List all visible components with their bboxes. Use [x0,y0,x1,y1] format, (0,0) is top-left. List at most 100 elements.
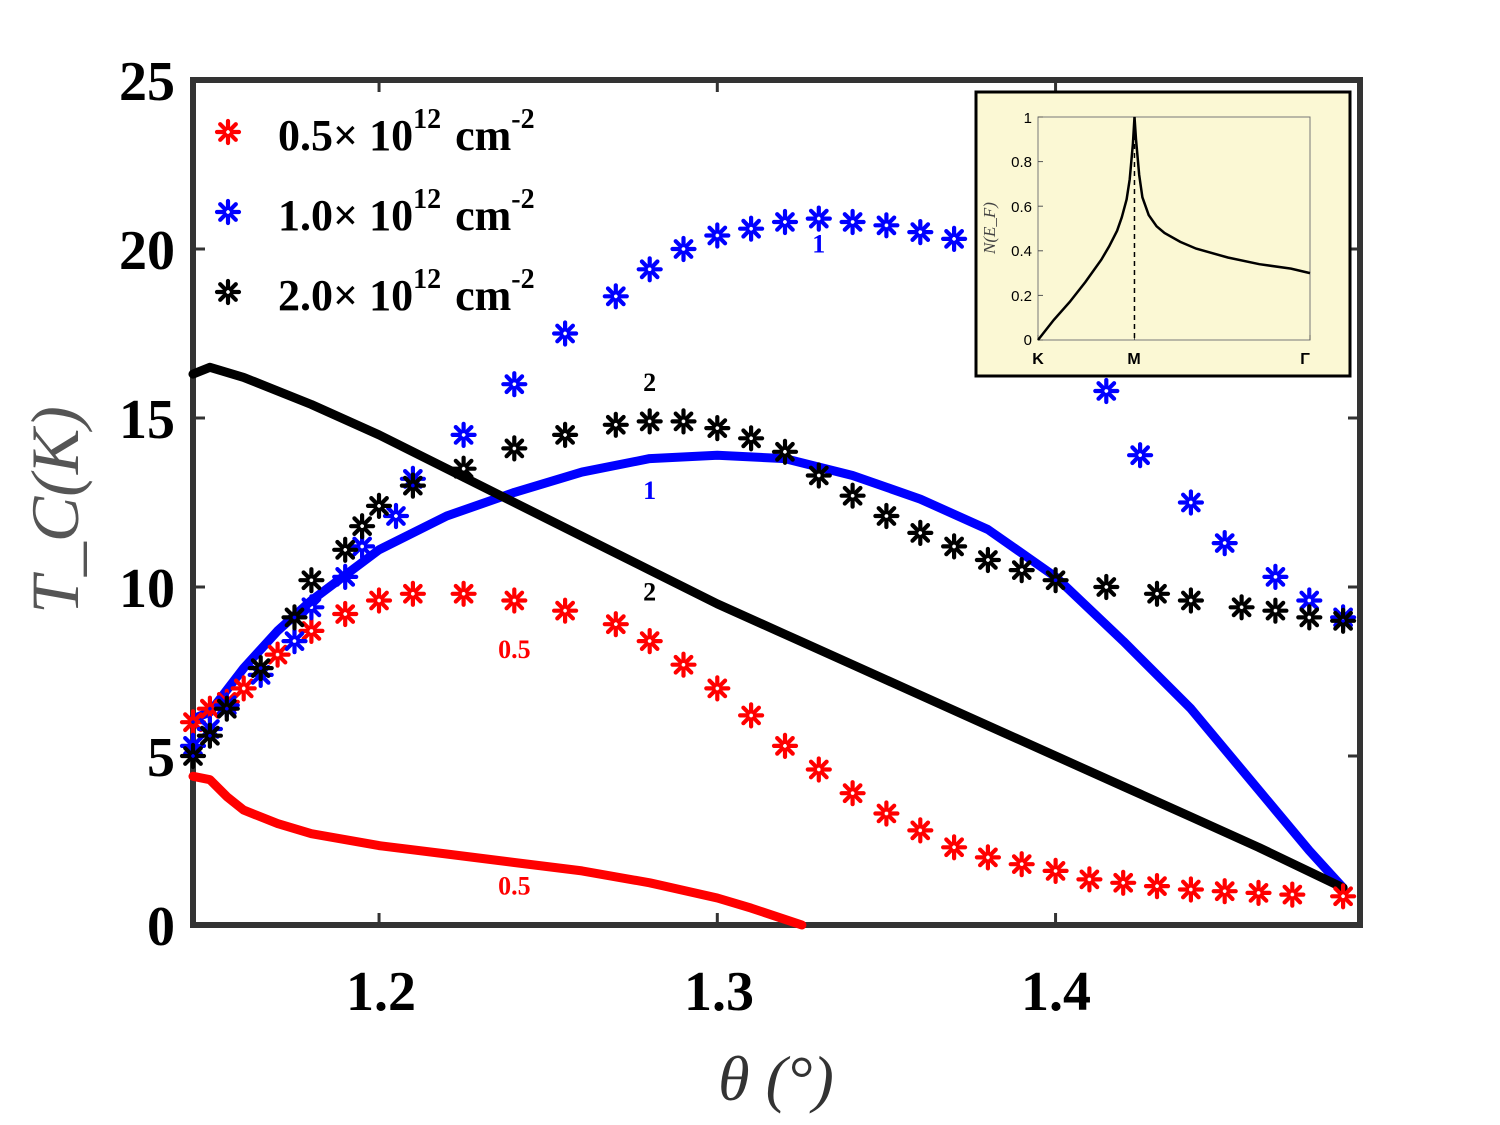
legend-marker [214,278,242,306]
inset-y-axis-label: N(E_F) [980,202,999,255]
data-point-0 [1042,857,1069,885]
legend-marker [214,198,242,226]
curve-label: 0.5 [498,635,531,664]
data-point-0 [298,617,325,645]
legend-marker [214,118,242,146]
y-tick-label: 5 [147,727,175,789]
data-point-2 [1177,587,1205,614]
data-point-2 [247,654,274,682]
y-tick-label: 0 [147,896,175,958]
y-tick-label: 25 [119,51,175,113]
data-point-2 [805,462,832,489]
y-tick-labels: 0 5 10 15 20 25 [119,51,175,958]
data-point-1 [907,219,934,246]
legend-entry-0: 0.5× 1012 cm-2 [214,104,535,160]
inset-background [974,90,1352,378]
data-point-2 [196,722,223,749]
data-point-2 [636,408,663,435]
data-point-1 [382,502,410,530]
data-point-1 [281,627,308,655]
data-point-1 [501,371,528,398]
inset-dos-curve [1037,116,1311,341]
data-markers [179,205,1357,910]
curve-label: 1 [643,476,656,505]
data-point-2 [771,438,799,465]
data-point-2 [1329,607,1357,634]
inset-y-tick-label: 0.6 [1011,199,1032,216]
data-point-0 [450,580,477,607]
legend-label: 1.0× 1012 cm-2 [278,184,535,240]
data-point-2 [501,435,528,462]
data-point-1 [551,320,579,347]
data-point-2 [450,455,477,482]
inset-category-labels: K M Γ [1032,351,1310,368]
data-point-1 [704,222,731,249]
curve-0 [188,771,807,930]
data-point-0 [1143,872,1171,900]
data-point-2 [213,695,240,722]
data-point-2 [907,519,934,547]
data-point-2 [399,472,426,499]
data-point-0 [230,675,257,702]
y-axis-label: T_C(K) [17,406,93,614]
data-point-1 [1296,587,1323,614]
data-point-2 [332,536,359,563]
data-point-2 [1008,556,1035,584]
inset-category-label: M [1127,351,1140,368]
x-tick-labels: 1.2 1.3 1.4 [346,961,1091,1023]
data-point-0 [1329,883,1357,910]
data-point-2 [1262,597,1289,624]
curve-label: 2 [643,368,656,397]
legend-marker-glyph [214,118,242,146]
data-point-0 [1245,879,1272,907]
data-point-2 [602,411,629,438]
curve-label: 1 [812,229,825,258]
data-point-1 [450,421,477,448]
data-point-0 [264,641,291,668]
data-point-0 [670,651,697,678]
inset-frame [1037,116,1311,341]
data-point-2 [704,415,731,442]
data-point-1 [1211,529,1238,557]
x-tick-label: 1.2 [346,961,416,1023]
data-point-2 [1143,580,1171,607]
data-point-0 [940,834,968,861]
data-point-0 [1279,881,1306,908]
legend-marker-glyph [214,198,242,226]
data-point-0 [1076,866,1103,893]
data-point-2 [298,567,325,594]
data-point-1 [737,215,765,242]
data-point-1 [940,225,968,252]
data-point-2 [1093,573,1120,601]
curve-label: 0.5 [498,872,531,901]
data-point-0 [974,844,1002,871]
inset-y-tick-label: 0.2 [1011,288,1032,305]
y-tick-label: 10 [119,558,175,620]
inset-y-tick-label: 0.4 [1011,243,1032,260]
data-point-1 [805,205,832,232]
x-axis-label: θ (°) [718,1043,834,1114]
data-point-0 [602,611,629,638]
data-point-0 [771,732,799,760]
data-point-1 [1262,563,1289,591]
data-point-1 [1177,489,1205,516]
data-point-0 [704,675,731,702]
data-point-1 [1093,377,1120,405]
data-point-2 [1042,567,1069,594]
inset: 0 0.2 0.4 0.6 0.8 1 K M Γ N(E_F) [974,90,1352,378]
x-tick-label: 1.3 [684,961,754,1023]
curve-label: 2 [643,578,656,607]
data-point-1 [873,212,900,239]
data-point-2 [1296,604,1323,631]
data-point-0 [1177,876,1205,903]
x-tick-label: 1.4 [1021,961,1091,1023]
data-point-0 [399,580,426,607]
data-point-2 [281,604,308,631]
data-point-0 [1110,869,1137,896]
data-point-0 [1211,878,1238,905]
legend-entry-2: 2.0× 1012 cm-2 [214,264,535,320]
inset-y-tick-label: 0.8 [1011,154,1032,171]
data-point-2 [974,546,1002,574]
data-point-1 [771,208,799,236]
